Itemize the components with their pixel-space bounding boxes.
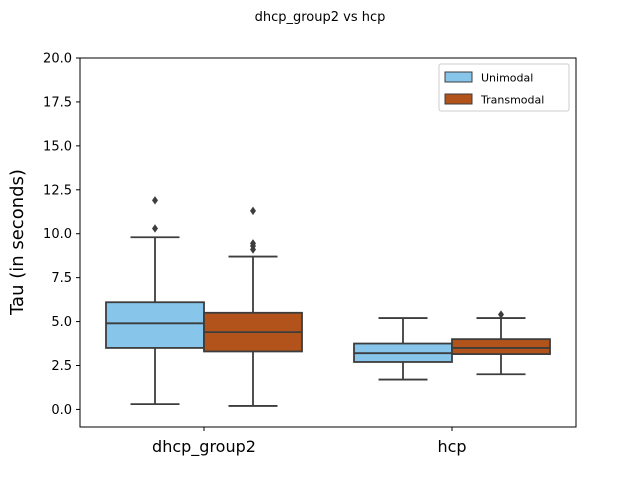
legend-label-transmodal: Transmodal <box>480 94 544 107</box>
legend-swatch-unimodal <box>444 71 473 83</box>
outlier-point <box>250 239 256 248</box>
legend-swatch-transmodal <box>444 93 473 105</box>
y-tick-label: 0.0 <box>51 403 72 418</box>
box-transmodal-hcp <box>451 310 551 376</box>
y-tick-label: 15.0 <box>43 139 72 154</box>
box-iqr <box>105 301 205 349</box>
outlier-point <box>250 206 256 216</box>
y-tick-label: 12.5 <box>43 183 72 198</box>
box-iqr <box>451 338 551 355</box>
chart-title: dhcp_group2 vs hcp <box>255 10 386 25</box>
box-unimodal-dhcp_group2 <box>105 196 205 406</box>
plot-area: 0.0 2.5 5.0 7.5 10.0 12.5 15.0 17.5 20.0 dhcp_gro… <box>43 52 577 457</box>
y-tick-label: 17.5 <box>43 95 72 110</box>
x-tick-label: hcp <box>437 437 466 456</box>
box-transmodal-dhcp_group2 <box>203 206 303 407</box>
y-tick-label: 2.5 <box>51 359 72 374</box>
y-tick-label: 20.0 <box>43 52 72 67</box>
y-tick-label: 5.0 <box>51 315 72 330</box>
x-tick-label: dhcp_group2 <box>152 437 256 457</box>
legend: Unimodal Transmodal <box>438 63 570 112</box>
y-axis-label: Tau (in seconds) <box>7 169 28 316</box>
y-tick-label: 7.5 <box>51 271 72 286</box>
y-tick-label: 10.0 <box>43 227 72 242</box>
box-unimodal-hcp <box>353 317 453 381</box>
outlier-point <box>498 310 504 319</box>
outlier-point <box>152 224 158 233</box>
plot-frame <box>79 57 577 428</box>
outlier-point <box>152 196 158 205</box>
legend-label-unimodal: Unimodal <box>481 72 533 85</box>
